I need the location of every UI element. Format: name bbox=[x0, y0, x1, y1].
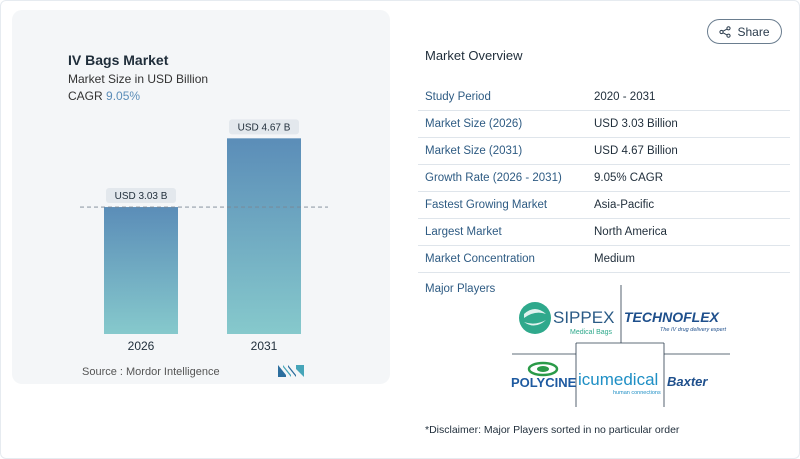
row-value: USD 4.67 Billion bbox=[594, 145, 678, 157]
chart-card bbox=[12, 10, 390, 384]
icumedical-tag: human connections bbox=[613, 390, 661, 396]
source-text: Source : Mordor Intelligence bbox=[82, 366, 220, 378]
row-value: 9.05% CAGR bbox=[594, 172, 664, 184]
chart-subtitle: Market Size in USD Billion bbox=[68, 72, 209, 86]
chart-cagr: CAGR 9.05% bbox=[68, 89, 140, 103]
sippex-logo: SIPPEX Medical Bags bbox=[519, 302, 614, 336]
overview-title: Market Overview bbox=[425, 48, 523, 63]
row-key: Fastest Growing Market bbox=[425, 199, 548, 211]
bar-chart: USD 3.03 B 2026 USD 4.67 B 2031 bbox=[80, 119, 328, 353]
x-tick-label: 2031 bbox=[251, 339, 278, 353]
row-value: North America bbox=[594, 226, 667, 238]
cagr-value: 9.05% bbox=[106, 89, 141, 103]
icumedical-name: icumedical bbox=[578, 370, 658, 389]
row-value: USD 3.03 Billion bbox=[594, 118, 678, 130]
share-button[interactable]: Share bbox=[707, 19, 782, 44]
baxter-name: Baxter bbox=[667, 374, 708, 389]
overview-row: Market Size (2031) USD 4.67 Billion bbox=[418, 138, 790, 165]
major-players-title: Major Players bbox=[425, 283, 496, 295]
data-label: USD 4.67 B bbox=[238, 122, 291, 133]
sippex-name: SIPPEX bbox=[553, 308, 614, 327]
icumedical-logo: icumedical human connections bbox=[578, 370, 661, 396]
sippex-tag: Medical Bags bbox=[570, 329, 613, 336]
polycine-name: POLYCINE bbox=[511, 375, 577, 390]
row-value: Asia-Pacific bbox=[594, 199, 655, 211]
disclaimer: *Disclaimer: Major Players sorted in no … bbox=[425, 424, 680, 436]
row-value: 2020 - 2031 bbox=[594, 91, 656, 103]
data-label-bg bbox=[229, 119, 299, 135]
chart-title: IV Bags Market bbox=[68, 52, 169, 68]
row-value: Medium bbox=[594, 253, 635, 265]
technoflex-tag: The IV drug delivery expert bbox=[660, 327, 727, 333]
overview-row: Study Period 2020 - 2031 bbox=[418, 84, 790, 111]
row-key: Market Size (2031) bbox=[425, 145, 523, 157]
row-key: Study Period bbox=[425, 91, 491, 103]
overview-table: Study Period 2020 - 2031 Market Size (20… bbox=[418, 84, 790, 273]
row-key: Growth Rate (2026 - 2031) bbox=[425, 172, 562, 184]
share-label: Share bbox=[737, 24, 770, 39]
technoflex-logo: TECHNOFLEX The IV drug delivery expert bbox=[624, 309, 727, 333]
overview-row: Market Size (2026) USD 3.03 Billion bbox=[418, 111, 790, 138]
technoflex-name: TECHNOFLEX bbox=[624, 309, 721, 325]
overview-row: Largest Market North America bbox=[418, 219, 790, 246]
share-icon bbox=[719, 25, 732, 38]
data-label: USD 3.03 B bbox=[115, 191, 168, 202]
x-tick-label: 2026 bbox=[128, 339, 155, 353]
bar-2031 bbox=[227, 138, 301, 334]
baxter-logo: Baxter bbox=[667, 374, 708, 389]
row-key: Largest Market bbox=[425, 226, 502, 238]
row-key: Market Concentration bbox=[425, 253, 535, 265]
mordor-logo-icon bbox=[278, 365, 304, 377]
cagr-label: CAGR bbox=[68, 89, 103, 103]
data-label-bg bbox=[106, 188, 176, 204]
overview-row: Market Concentration Medium bbox=[418, 246, 790, 273]
bar-2026 bbox=[104, 207, 178, 334]
overview-row: Fastest Growing Market Asia-Pacific bbox=[418, 192, 790, 219]
polycine-logo: POLYCINE bbox=[511, 361, 577, 390]
row-key: Market Size (2026) bbox=[425, 118, 523, 130]
overview-row: Growth Rate (2026 - 2031) 9.05% CAGR bbox=[418, 165, 790, 192]
